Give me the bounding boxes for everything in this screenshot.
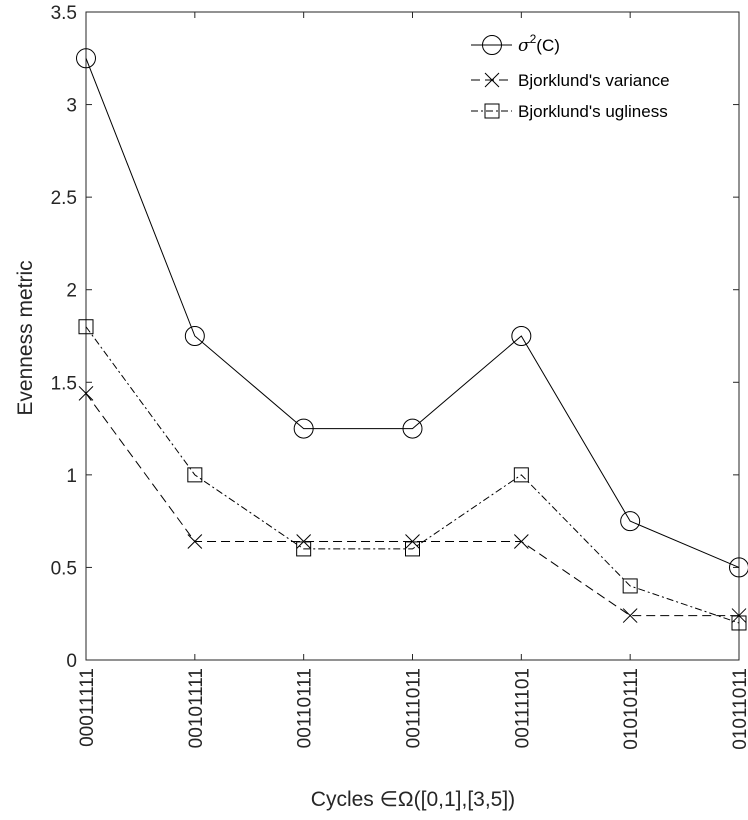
data-point-x xyxy=(78,386,94,401)
data-point-circle xyxy=(76,48,96,69)
series-line xyxy=(85,58,740,568)
data-point-circle xyxy=(184,326,205,346)
y-tick-label: 0 xyxy=(66,651,77,672)
series-square xyxy=(78,319,747,631)
legend-marker-square xyxy=(484,103,500,119)
y-tick-label: 1 xyxy=(66,466,77,487)
series-circle xyxy=(76,48,748,578)
legend-marker-circle xyxy=(482,35,502,55)
y-axis-title: Evenness metric xyxy=(14,260,37,415)
y-tick-label: 1.5 xyxy=(51,373,77,394)
data-point-x xyxy=(622,608,638,623)
data-point-circle xyxy=(511,326,532,346)
y-tick-label: 3 xyxy=(66,96,77,117)
x-marker-stroke xyxy=(187,534,203,549)
data-point-circle xyxy=(293,418,314,439)
series-line xyxy=(85,393,739,617)
data-point-x xyxy=(513,534,529,549)
data-point-square xyxy=(78,319,94,335)
legend: σ2(C) Bjorklund's variance Bjorklund's ugl… xyxy=(471,32,670,121)
data-point-circle xyxy=(729,557,748,578)
x-axis-title: Cycles ∈Ω([0,1],[3,5]) xyxy=(311,788,515,811)
y-tick-label: 0.5 xyxy=(51,558,77,579)
series-x xyxy=(78,386,747,623)
data-point-square xyxy=(296,541,312,557)
x-marker-stroke xyxy=(622,608,638,623)
y-tick-label: 3.5 xyxy=(51,3,77,24)
x-marker-stroke xyxy=(78,386,94,401)
axes: 0 0.5 1 1.5 2 2.5 3 3.5 00011111 00101111 00110111… xyxy=(51,3,748,750)
x-tick-label: 00110111 xyxy=(295,668,316,748)
data-point-x xyxy=(187,534,203,549)
data-point-square xyxy=(187,467,203,483)
data-point-circle xyxy=(402,418,423,439)
legend-label: Bjorklund's variance xyxy=(518,71,670,90)
legend-marker-x xyxy=(484,72,500,88)
y-tick-label: 2 xyxy=(66,281,77,302)
series-line xyxy=(85,326,740,624)
x-tick-label: 00101111 xyxy=(186,668,207,748)
data-point-square xyxy=(622,578,638,594)
data-point-square xyxy=(731,615,747,631)
y-tick-label: 2.5 xyxy=(51,188,77,209)
x-tick-label: 00111011 xyxy=(404,668,425,748)
data-point-square xyxy=(513,467,529,483)
legend-label: σ2(C) xyxy=(518,32,560,56)
x-tick-label: 00011111 xyxy=(77,668,98,747)
x-marker-stroke xyxy=(513,534,529,549)
legend-label: Bjorklund's ugliness xyxy=(518,102,668,121)
data-point-square xyxy=(405,541,420,557)
x-tick-label: 01011011 xyxy=(730,668,748,750)
series-layer xyxy=(76,48,748,631)
x-tick-label: 01010111 xyxy=(621,668,642,750)
x-marker-stroke xyxy=(484,72,500,88)
x-tick-label: 00111101 xyxy=(512,668,533,748)
data-point-circle xyxy=(620,511,641,532)
